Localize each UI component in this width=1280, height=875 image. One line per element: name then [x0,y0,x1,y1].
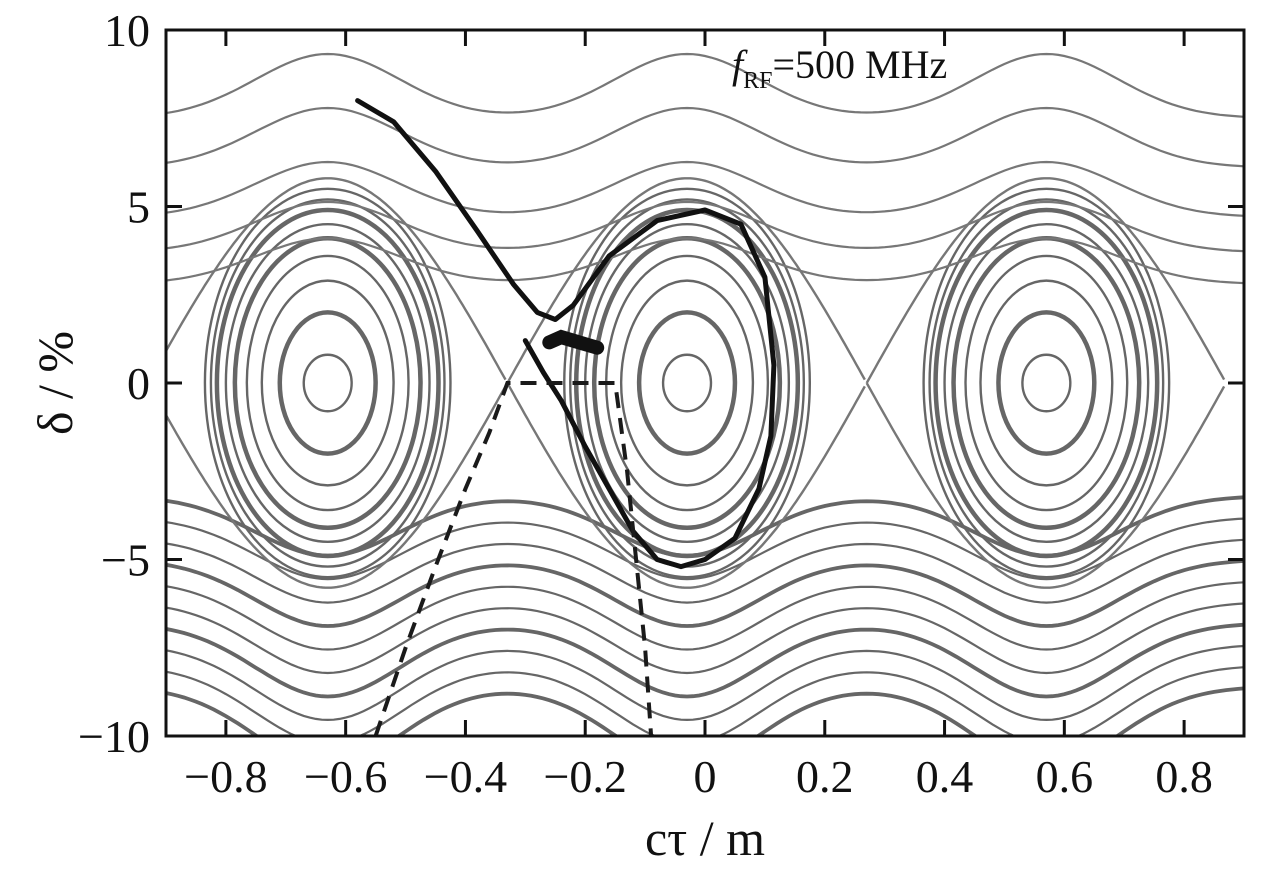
separatrix-upper-1 [506,177,866,384]
separatrix-lower-0 [166,385,507,589]
annotation-text: =500 MHz [772,42,947,87]
contour-ellipse-1-3 [604,254,770,512]
y-tick-label-2: 0 [127,358,150,409]
x-tick-label-5: 0.2 [796,751,854,802]
contour-lower-band-3 [166,559,1244,628]
separatrix-lower-1 [506,382,866,589]
contour-ellipse-0-3 [245,254,410,512]
contour-lines [166,52,1244,736]
y-tick-label-0: −10 [78,711,150,762]
contour-ellipse-2-0 [1021,353,1072,413]
contour-ellipse-1-2 [619,279,755,487]
contour-ellipse-2-2 [979,279,1114,487]
annotation-subscript: RF [743,68,772,94]
contour-ellipse-1-1 [636,310,738,456]
contour-ellipse-2-5 [943,222,1150,544]
x-tick-label-0: −0.8 [184,751,267,802]
x-tick-label-2: −0.4 [424,751,507,802]
series-beam-trajectory [355,98,777,570]
contour-lower-band-7 [166,644,1244,722]
separatrix-upper-0 [166,177,507,381]
contour-ellipse-1-8 [563,187,812,579]
series-injected-bunch [542,329,605,355]
contour-ellipse-0-1 [277,310,378,456]
contour-ellipse-2-1 [996,310,1097,456]
axis-ticks: −0.8 −0.6 −0.4 −0.2 0 0.2 0.4 0.6 0.8 −10 −5 0 5 10 [78,5,1244,802]
contour-ellipse-0-6 [214,207,441,559]
contour-ellipse-0-5 [224,222,431,544]
contour-lower-band-4 [166,581,1244,651]
series-layer [355,98,777,736]
contour-ellipse-0-2 [260,279,395,487]
contour-upper-band-1 [166,200,1244,253]
x-tick-label-4: 0 [694,751,717,802]
y-tick-label-3: 5 [127,182,150,233]
contour-lower-band-1 [166,517,1244,581]
x-tick-label-7: 0.6 [1036,751,1094,802]
contour-ellipse-0-8 [203,187,452,579]
y-tick-label-1: −5 [101,535,150,586]
contour-upper-band-3 [166,106,1244,168]
series-dashed-path [373,381,654,736]
contour-lower-band-0 [166,495,1244,558]
contour-ellipse-2-6 [933,207,1160,559]
separatrix-upper-2 [865,177,1226,384]
contour-upper-band-4 [166,52,1244,118]
contour-ellipse-2-7 [928,198,1165,568]
contour-ellipse-1-0 [661,353,713,413]
contour-ellipse-2-3 [964,254,1129,512]
x-tick-label-1: −0.6 [304,751,387,802]
rf-frequency-annotation: fRF=500 MHz [732,42,947,94]
contour-ellipse-0-7 [209,198,446,568]
x-axis-title: cτ / m [645,810,765,866]
contour-ellipse-0-0 [302,353,353,413]
y-axis-title: δ / % [27,331,83,435]
contour-lower-band-2 [166,538,1244,604]
x-tick-label-8: 0.8 [1155,751,1213,802]
separatrix-lower-2 [865,382,1226,589]
contour-upper-band-2 [166,160,1244,217]
contour-upper-band-0 [166,237,1244,285]
x-tick-label-3: −0.2 [543,751,626,802]
contour-ellipse-2-8 [922,187,1171,579]
y-tick-label-4: 10 [104,5,150,56]
x-tick-label-6: 0.4 [916,751,974,802]
contour-lower-band-5 [166,602,1244,675]
contour-lower-band-6 [166,622,1244,699]
plot-frame [164,28,1246,738]
